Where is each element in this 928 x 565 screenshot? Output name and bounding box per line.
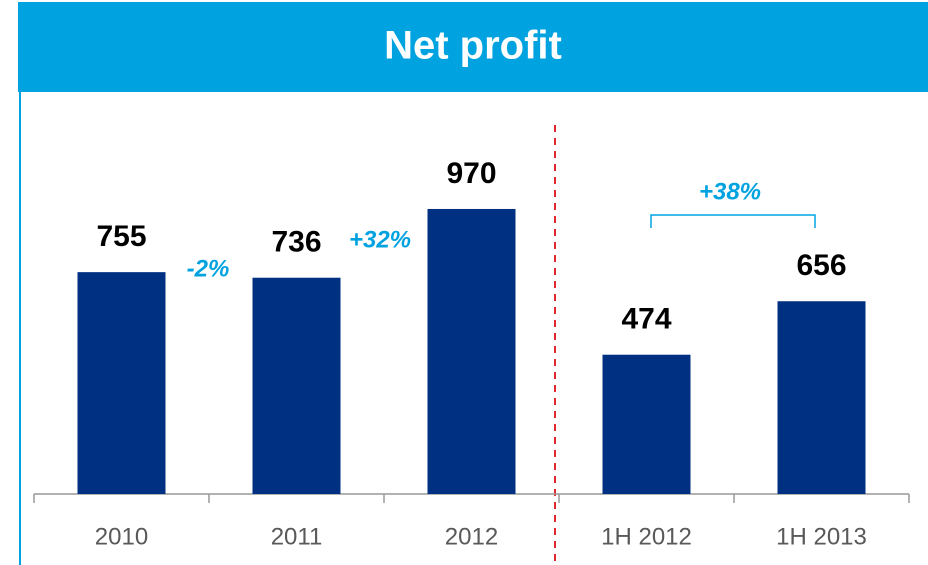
bar: [77, 272, 166, 494]
value-label: 736: [271, 226, 321, 259]
annotation: -2%: [187, 255, 230, 282]
annotation: +32%: [349, 226, 411, 253]
value-label: 656: [796, 249, 846, 282]
bar: [427, 208, 516, 494]
x-tick-label: 2011: [271, 523, 323, 550]
value-label: 755: [96, 220, 146, 253]
chart-title: Net profit: [384, 24, 562, 68]
x-tick-label: 1H 2013: [776, 523, 867, 550]
bracket: [650, 214, 816, 228]
x-tick-label: 2012: [445, 523, 498, 550]
value-label: 970: [446, 157, 496, 190]
bar: [777, 301, 866, 494]
annotation: +38%: [699, 178, 761, 205]
x-tick-label: 2010: [95, 523, 148, 550]
bar: [252, 277, 341, 494]
header-bar: [18, 2, 928, 92]
x-tick-label: 1H 2012: [601, 523, 692, 550]
value-label: 474: [621, 303, 671, 336]
bar: [602, 354, 691, 494]
